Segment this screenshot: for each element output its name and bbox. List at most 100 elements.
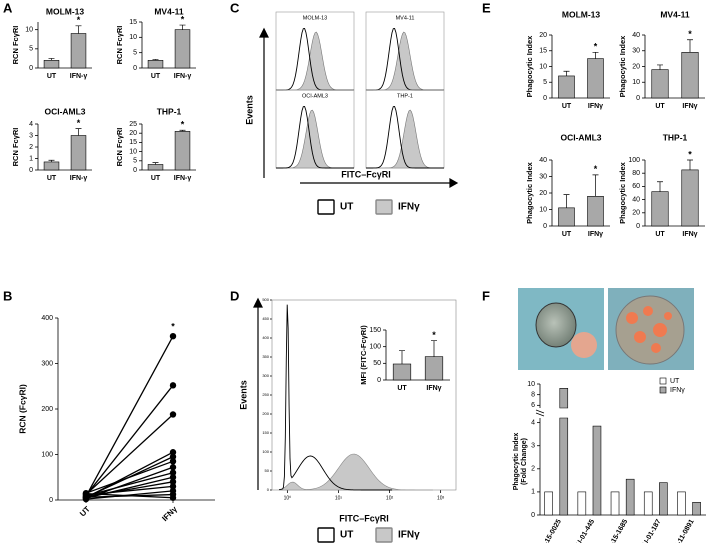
bar <box>424 356 444 381</box>
point <box>169 464 177 471</box>
panel-letter: F <box>482 288 490 303</box>
ut-histogram <box>276 105 354 169</box>
point <box>169 411 177 418</box>
error-bar <box>563 70 570 76</box>
y-tick-label: 15 <box>539 48 547 55</box>
panel-letter: C <box>230 0 240 15</box>
x-tick-label: IFNγ <box>588 231 603 238</box>
x-tick-label: 10³ <box>437 495 445 501</box>
bar <box>692 501 701 516</box>
y-tick-label: 0 <box>377 377 381 384</box>
y-tick-label: 20 <box>539 190 547 197</box>
x-tick-label: UT <box>562 103 572 110</box>
error-bar <box>152 59 159 61</box>
pair-line <box>85 460 174 494</box>
y-tick-label: 0 <box>29 167 33 174</box>
x-tick-label: UT <box>655 103 665 110</box>
point <box>169 333 177 340</box>
beads <box>626 306 672 353</box>
significance: * <box>688 29 692 39</box>
y-tick-label: 200 <box>262 411 269 416</box>
error-bar <box>179 24 186 30</box>
y-tick-label: 4 <box>29 121 33 128</box>
y-tick-label: 350 <box>262 354 269 359</box>
plot-title: MV4-11 <box>396 15 415 21</box>
x-tick-label: IFN-γ <box>70 73 88 80</box>
significance: * <box>171 322 175 332</box>
x-tick-label: U-15-1685 <box>607 518 630 543</box>
y-tick-label: 300 <box>262 373 269 378</box>
x-tick-label: U-15-0025 <box>540 518 563 543</box>
bar <box>643 491 653 516</box>
y-tick-label: 150 <box>369 327 381 334</box>
point <box>169 478 177 485</box>
y-tick-label: 150 <box>262 430 269 435</box>
y-tick-label: 5 <box>543 79 547 86</box>
bar <box>651 191 669 227</box>
y-axis-title: Phagocytic Index <box>525 35 534 98</box>
y-tick-label: 1 <box>531 489 535 496</box>
legend-swatch <box>317 527 335 543</box>
ifn-histogram <box>276 31 354 91</box>
x-tick-label: IFN-γ <box>174 175 192 182</box>
axis-arrows <box>253 27 459 490</box>
point <box>169 494 177 501</box>
point <box>169 382 177 389</box>
y-tick-label: 0 <box>133 167 137 174</box>
legend-label: IFNγ <box>398 530 420 541</box>
x-tick-label: IFNγ <box>682 231 697 238</box>
error-bar <box>657 64 663 70</box>
y-tick-label: 2 <box>531 466 535 473</box>
y-tick-label: 0 <box>267 487 270 492</box>
point <box>169 453 177 460</box>
y-tick-label: 20 <box>632 63 640 70</box>
y-tick-label: 20 <box>539 32 547 39</box>
y-axis-title: MFI (FITC-FcγRI) <box>359 325 368 385</box>
significance: * <box>432 330 436 340</box>
panel-letter: A <box>3 0 13 15</box>
x-tick-label: IFNγ <box>426 385 441 392</box>
y-tick-label: 500 <box>262 297 269 302</box>
panel-letter: E <box>482 0 491 15</box>
ifn-histogram <box>276 109 354 169</box>
cell <box>571 332 597 358</box>
x-tick-label: UT <box>151 73 161 80</box>
bar <box>147 60 164 69</box>
plot-title: OCI-AML3 <box>302 93 328 99</box>
pair-line <box>85 335 174 497</box>
error-bar <box>152 162 159 165</box>
bar <box>43 161 60 171</box>
bar <box>43 60 60 69</box>
y-tick-label: 400 <box>41 315 53 322</box>
legend-swatch <box>375 527 393 543</box>
bar <box>592 425 602 516</box>
y-tick-label: 80 <box>632 170 640 177</box>
bar <box>587 58 604 99</box>
x-tick-label: IFNγ <box>160 504 179 523</box>
bar <box>610 491 620 516</box>
x-tick-label: UT <box>47 73 57 80</box>
pair-line <box>85 492 174 499</box>
y-tick-label: 4 <box>531 419 535 426</box>
pair-line <box>85 413 174 496</box>
y-tick-label: 10 <box>129 148 137 155</box>
error-bar <box>179 129 186 132</box>
significance: * <box>77 15 81 25</box>
panel-letter: D <box>230 288 239 303</box>
bar <box>587 196 604 227</box>
y-tick-label: 100 <box>628 157 640 164</box>
bar <box>577 491 587 516</box>
y-tick-label: 10 <box>527 381 535 388</box>
x-tick-label: UT <box>78 504 92 518</box>
chart-title: THP-1 <box>157 106 182 116</box>
chart-title: OCI-AML3 <box>560 132 601 142</box>
bar <box>544 491 553 516</box>
y-tick-label: 0 <box>636 223 640 230</box>
ifn-histogram <box>366 31 444 91</box>
error-bar <box>592 174 599 197</box>
y-tick-label: 10 <box>539 206 547 213</box>
x-tick-label: UT <box>655 231 665 238</box>
x-axis-title: FITC–FcγRI <box>339 513 389 523</box>
error-bar <box>563 194 570 208</box>
y-axis-title: Phagocytic Index <box>513 433 520 491</box>
